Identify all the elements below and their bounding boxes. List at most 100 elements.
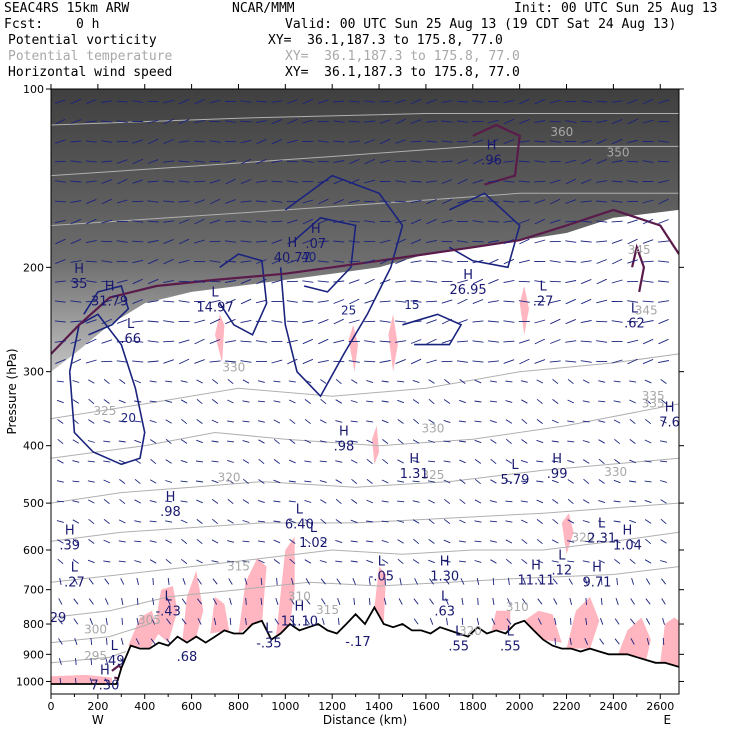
wind-vector-1061 [644, 460, 652, 463]
extremum-value-30: 29 [50, 611, 67, 626]
wind-vector-30 [70, 98, 81, 105]
theta-contour-3 [51, 502, 679, 542]
wind-vector-196 [149, 479, 157, 484]
wind-vector-258 [181, 598, 187, 605]
wind-vector-795 [503, 99, 515, 104]
wind-vector-909 [565, 220, 577, 223]
wind-vector-873 [537, 598, 543, 605]
wind-vector-332 [227, 459, 234, 463]
wind-vector-670 [426, 300, 438, 303]
wind-vector-68 [85, 260, 97, 263]
wind-vector-707 [444, 498, 451, 505]
wind-vector-650 [412, 439, 420, 444]
wind-vector-509 [333, 240, 345, 243]
wind-vector-920 [567, 440, 575, 443]
wind-vector-52 [72, 538, 79, 545]
wind-vector-304 [211, 440, 219, 443]
wind-vector-378 [255, 299, 267, 304]
wind-vector-173 [136, 577, 139, 586]
wind-vector-567 [364, 340, 376, 343]
extremum-value-15: .98 [160, 505, 181, 520]
wind-vector-503 [333, 120, 345, 123]
wind-vector-695 [441, 260, 453, 263]
wind-vector-816 [505, 520, 513, 523]
wind-vector-653 [412, 500, 420, 503]
wind-vector-845 [521, 558, 528, 564]
wind-vector-377 [256, 278, 267, 285]
wind-vector-1053 [642, 300, 654, 303]
wind-vector-2 [55, 139, 66, 144]
wind-vector-1022 [627, 238, 638, 245]
wind-vector-449 [302, 119, 314, 124]
wind-vector-311 [212, 578, 218, 585]
wind-vector-163 [134, 379, 142, 384]
wind-vector-906 [565, 159, 577, 164]
wind-vector-231 [166, 618, 172, 625]
wind-vector-592 [379, 320, 391, 323]
wind-vector-868 [536, 499, 544, 504]
wind-vector-1004 [614, 438, 621, 445]
wind-vector-751 [472, 299, 484, 305]
wind-vector-597 [381, 419, 389, 424]
wind-vector-1092 [660, 518, 667, 525]
wind-vector-351 [240, 298, 252, 305]
wind-vector-82 [88, 539, 95, 544]
wind-vector-1001 [613, 380, 621, 383]
wind-vector-120 [116, 100, 128, 103]
wind-vector-872 [537, 578, 543, 585]
wind-vector-139 [119, 479, 126, 484]
wind-vector-889 [552, 378, 559, 385]
extremum-value-20: .39 [59, 538, 80, 553]
wind-vector-690 [441, 160, 453, 163]
wind-vector-779 [487, 320, 499, 323]
wind-vector-630 [397, 558, 404, 565]
wind-vector-867 [536, 480, 544, 483]
wind-vector-717 [457, 159, 468, 164]
wind-vector-1012 [615, 597, 619, 605]
extremum-symbol-4: H [287, 236, 297, 251]
wind-vector-744 [472, 158, 484, 165]
wind-vector-269 [194, 280, 206, 283]
wind-vector-588 [379, 239, 391, 244]
wind-vector-805 [503, 300, 515, 303]
wind-vector-851 [534, 160, 546, 163]
wind-vector-63 [85, 160, 97, 163]
wind-vector-373 [255, 200, 267, 203]
wind-vector-865 [536, 439, 544, 444]
wind-vector-380 [255, 340, 267, 343]
wind-vector-374 [255, 220, 267, 223]
wind-vector-669 [426, 280, 438, 283]
x-tick-label-3: 600 [181, 700, 202, 713]
wind-vector-1 [55, 118, 66, 125]
wind-vector-649 [413, 418, 420, 425]
wind-vector-481 [318, 219, 329, 225]
wind-vector-238 [178, 200, 190, 203]
wind-vector-465 [304, 439, 312, 444]
wind-vector-186 [147, 278, 159, 285]
wind-vector-915 [565, 340, 577, 343]
wind-vector-55 [73, 598, 79, 605]
wind-vector-329 [227, 399, 234, 404]
wind-vector-1071 [658, 99, 669, 104]
wind-vector-913 [565, 298, 576, 305]
wind-vector-718 [457, 178, 468, 185]
wind-vector-655 [413, 538, 420, 545]
wind-vector-530 [348, 120, 360, 123]
wind-vector-223 [165, 459, 172, 464]
wind-vector-827 [518, 200, 530, 203]
wind-vector-427 [286, 219, 298, 224]
theta-label-14: 310 [506, 600, 529, 614]
wind-vector-800 [503, 200, 515, 203]
wind-vector-983 [600, 577, 603, 585]
wind-vector-360 [243, 478, 249, 485]
wind-vector-803 [503, 258, 515, 265]
wind-vector-508 [333, 220, 345, 223]
wind-vector-634 [410, 119, 422, 124]
wind-vector-434 [287, 358, 298, 365]
x-tick-label-9: 1800 [459, 700, 487, 713]
wind-vector-273 [194, 359, 205, 364]
wind-vector-940 [580, 278, 592, 285]
wind-vector-754 [472, 360, 484, 363]
wind-vector-950 [583, 478, 590, 485]
y-tick-label-7: 800 [23, 618, 44, 631]
